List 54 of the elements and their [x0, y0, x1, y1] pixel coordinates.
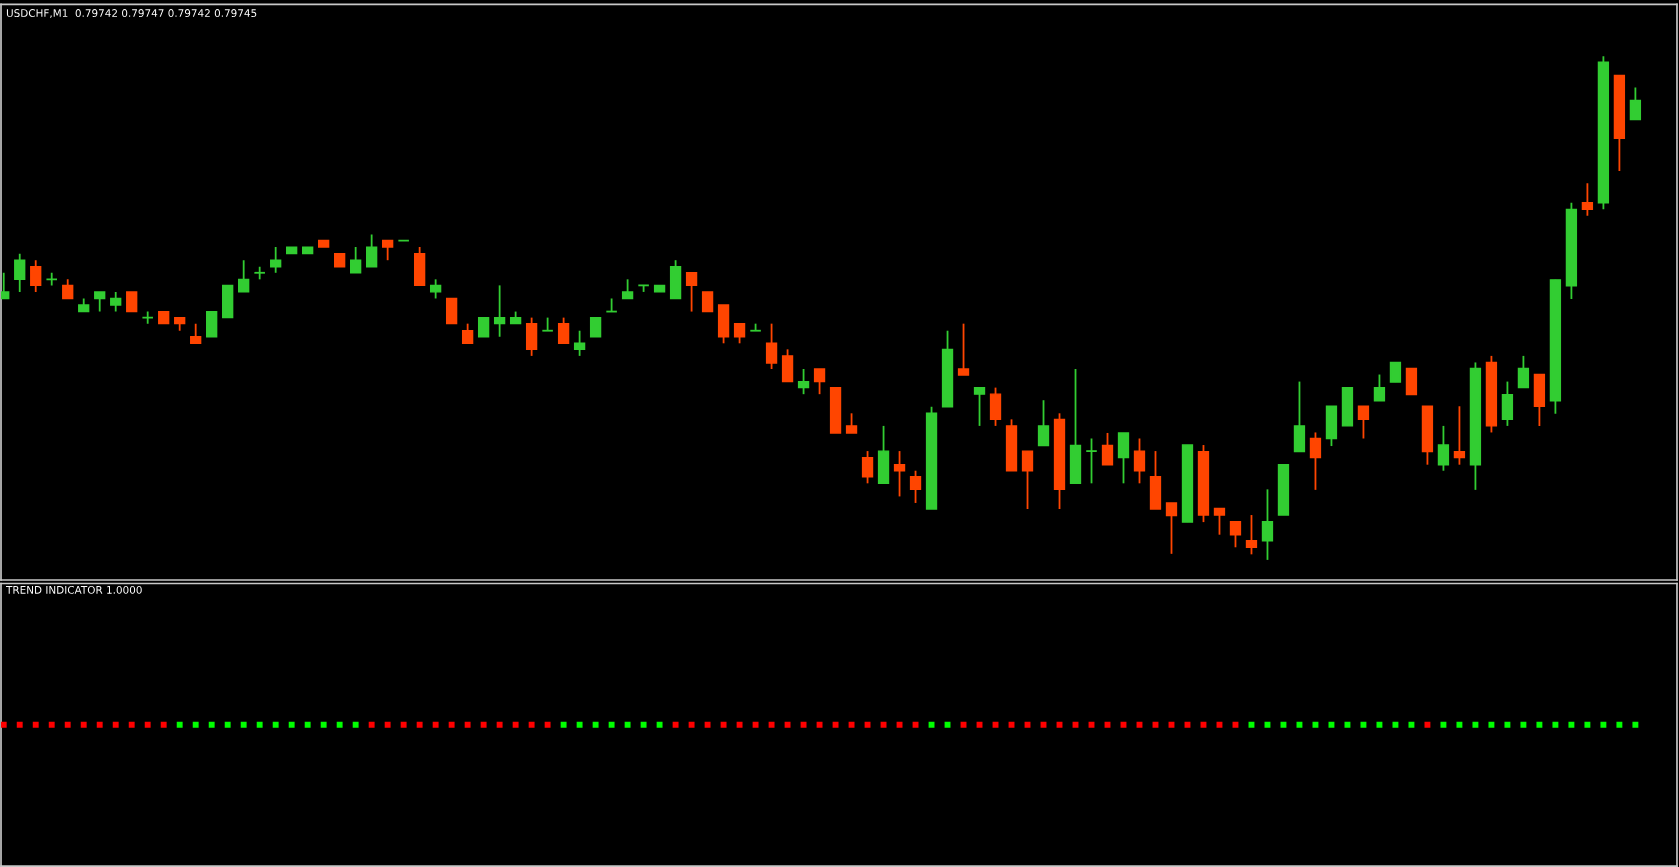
candlestick: [238, 259, 250, 293]
candlestick: [190, 322, 202, 345]
candlestick: [701, 291, 714, 313]
candlestick: [1453, 405, 1466, 466]
candlestick: [1037, 399, 1050, 447]
candlestick: [1021, 450, 1034, 510]
candlestick: [1437, 424, 1450, 472]
candlestick: [845, 412, 858, 434]
candlestick: [94, 291, 106, 313]
candlestick: [1165, 502, 1178, 555]
candlestick: [365, 233, 378, 268]
candlestick: [541, 316, 554, 332]
candlestick: [110, 291, 122, 313]
candlestick: [126, 291, 138, 313]
candlestick: [1213, 507, 1226, 536]
text: TREND INDICATOR 1.0000: [6, 585, 142, 594]
candlestick: [1373, 373, 1386, 402]
candlestick: [557, 316, 570, 345]
candlestick: [429, 278, 442, 300]
candlestick: [909, 469, 922, 504]
candlestick: [1357, 405, 1370, 440]
candlestick: [30, 259, 42, 293]
candlestick: [621, 278, 634, 300]
candlestick: [1309, 431, 1322, 491]
candlestick: [733, 322, 746, 345]
candlestick: [797, 368, 810, 396]
candlestick: [1629, 86, 1642, 121]
candlestick: [1085, 437, 1098, 485]
candlestick: [1245, 514, 1258, 556]
candlestick: [141, 310, 154, 325]
chart-title: USDCHF,M1 0.79742 0.79747 0.79742 0.79745: [6, 9, 257, 19]
candlestick: [477, 316, 490, 338]
candlestick: [1517, 354, 1530, 389]
candlestick: [493, 284, 506, 338]
candlestick: [973, 386, 986, 427]
candlestick: [461, 322, 474, 345]
candlestick: [1101, 432, 1114, 466]
candlestick: [350, 246, 362, 274]
candlestick: [381, 239, 394, 262]
candlestick: [1389, 361, 1402, 383]
candlestick: [765, 322, 778, 370]
candlestick: [1133, 437, 1146, 485]
candlestick: [1581, 182, 1594, 217]
candlestick: [62, 278, 74, 300]
candlestick: [957, 322, 970, 376]
candlestick: [1261, 488, 1274, 561]
candlestick: [685, 271, 698, 313]
candlestick: [1229, 520, 1242, 549]
candlestick: [813, 368, 826, 396]
candlestick: [861, 450, 874, 485]
candlestick: [14, 252, 26, 293]
candlestick: [573, 329, 586, 357]
candlestick: [589, 316, 602, 338]
candlestick: [893, 450, 906, 498]
